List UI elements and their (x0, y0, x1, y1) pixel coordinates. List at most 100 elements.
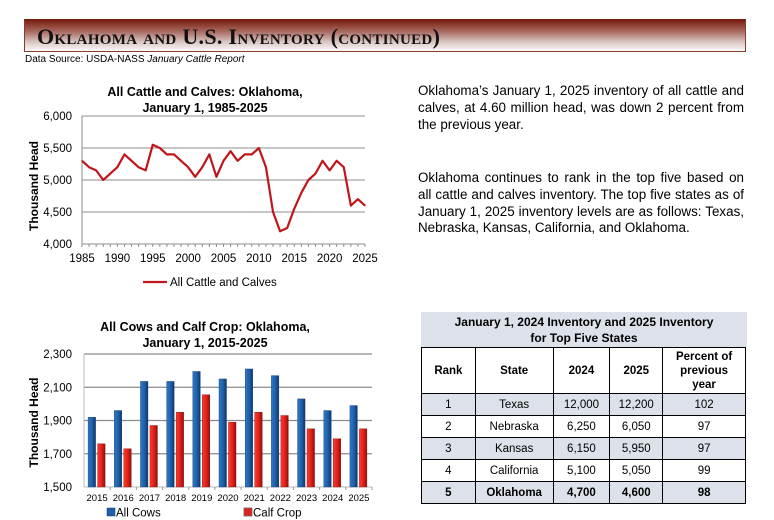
ranking-paragraph: Oklahoma continues to rank in the top fi… (418, 170, 744, 236)
data-point (258, 147, 260, 149)
x-tick-label: 2020 (217, 493, 238, 504)
data-point (343, 166, 345, 168)
x-tick-label: 2025 (348, 493, 369, 504)
y-tick-label: 1,700 (43, 449, 72, 461)
cell-rank: 4 (421, 459, 476, 482)
data-point (279, 230, 281, 232)
bar-all-cows (218, 378, 227, 488)
cell-state: California (474, 459, 554, 482)
x-tick-label: 2016 (113, 493, 134, 504)
bar-chart: 1,500 1,700 1,900 2,100 2,300 Thousand Head 20… (27, 349, 373, 520)
data-point (88, 166, 90, 168)
data-point (102, 179, 104, 181)
data-point (215, 176, 218, 178)
x-tick-label: 2023 (296, 493, 317, 504)
cell-rank: 2 (421, 415, 476, 438)
data-point (364, 205, 366, 207)
table-row: 1 Texas 12,000 12,200 102 (421, 393, 746, 416)
data-point (265, 166, 267, 168)
data-point (180, 160, 182, 162)
data-point (130, 160, 133, 162)
cell-2024: 4,700 (552, 481, 611, 504)
data-point (152, 144, 154, 146)
y-tick-label: 1,900 (43, 416, 72, 428)
cell-state: Texas (474, 393, 554, 416)
legend-label-all-cows: All Cows (116, 508, 161, 520)
col-header-state: State (474, 347, 554, 394)
bar-all-cows (297, 398, 306, 488)
data-point (173, 153, 175, 155)
data-point (357, 198, 359, 200)
legend-swatch-all-cows (106, 507, 116, 517)
y-axis-label: Thousand Head (27, 377, 41, 467)
cell-percent: 98 (662, 481, 746, 504)
data-point (244, 153, 246, 155)
x-tick-label: 2025 (352, 253, 378, 265)
x-tick-label: 2010 (246, 253, 272, 265)
bar-all-cows (323, 410, 332, 488)
data-point (222, 160, 225, 162)
data-point (272, 211, 274, 213)
bar-calf-crop (123, 448, 132, 488)
data-source: Data Source: USDA-NASS January Cattle Re… (25, 54, 245, 65)
x-tick-label: 2024 (322, 493, 343, 504)
data-point (187, 166, 189, 168)
x-tick-label: 2000 (175, 253, 201, 265)
x-tick-label: 2015 (281, 253, 307, 265)
x-tick-label: 2021 (244, 493, 265, 504)
data-point (159, 147, 161, 149)
top-five-table: January 1, 2024 Inventory and 2025 Inven… (421, 312, 747, 504)
bar-calf-crop (280, 415, 289, 488)
data-point (145, 169, 147, 171)
x-tick-label: 2017 (139, 493, 160, 504)
data-source-report: January Cattle Report (147, 54, 245, 65)
cell-rank: 5 (421, 481, 476, 504)
bar-calf-crop (306, 428, 315, 488)
x-tick-label: 2005 (211, 253, 237, 265)
cell-2024: 5,100 (552, 459, 611, 482)
table-row-oklahoma: 5 Oklahoma 4,700 4,600 98 (421, 481, 746, 504)
cell-2025: 6,050 (609, 415, 664, 438)
table-header-row: Rank State 2024 2025 Percent of previous… (421, 347, 746, 394)
cell-state: Oklahoma (474, 481, 554, 504)
line-chart: 4,000 4,500 5,000 5,500 6,000 1985 1990 1995 200… (27, 111, 378, 289)
bar-chart-title-line2: January 1, 2015-2025 (142, 336, 268, 350)
line-chart-title-line2: January 1, 1985-2025 (142, 101, 268, 115)
cell-2024: 12,000 (552, 393, 611, 416)
data-point (229, 150, 232, 152)
bar-all-cows (192, 371, 201, 488)
data-point (286, 227, 288, 229)
data-point (307, 179, 309, 181)
table-row: 3 Kansas 6,150 5,950 97 (421, 437, 746, 460)
cell-rank: 1 (421, 393, 476, 416)
x-tick-label: 2020 (317, 253, 343, 265)
y-tick-label: 2,300 (43, 349, 72, 361)
col-header-rank: Rank (421, 347, 476, 394)
cell-2024: 6,250 (552, 415, 611, 438)
data-point (314, 173, 317, 175)
y-tick-label: 5,000 (43, 175, 72, 187)
data-point (237, 160, 239, 162)
cell-2025: 4,600 (609, 481, 664, 504)
data-point (109, 173, 111, 175)
cell-2025: 12,200 (609, 393, 664, 416)
cell-percent: 97 (662, 437, 746, 460)
data-point (336, 160, 338, 162)
legend-swatch-calf-crop (243, 507, 253, 517)
data-point (95, 169, 97, 171)
cell-rank: 3 (421, 437, 476, 460)
cell-percent: 99 (662, 459, 746, 482)
data-point (293, 208, 295, 210)
x-tick-label: 2019 (191, 493, 212, 504)
bar-all-cows (166, 381, 175, 488)
y-tick-label: 6,000 (43, 111, 72, 123)
bar-calf-crop (175, 411, 184, 488)
table-title-line2: for Top Five States (530, 331, 638, 345)
col-header-2025: 2025 (609, 347, 664, 394)
data-point (251, 153, 253, 155)
series-line-all-cattle (81, 143, 366, 233)
y-axis-label: Thousand Head (27, 141, 41, 231)
data-point (300, 192, 302, 194)
line-chart-title: All Cattle and Calves: Oklahoma, January… (60, 84, 350, 116)
cell-2025: 5,950 (609, 437, 664, 460)
